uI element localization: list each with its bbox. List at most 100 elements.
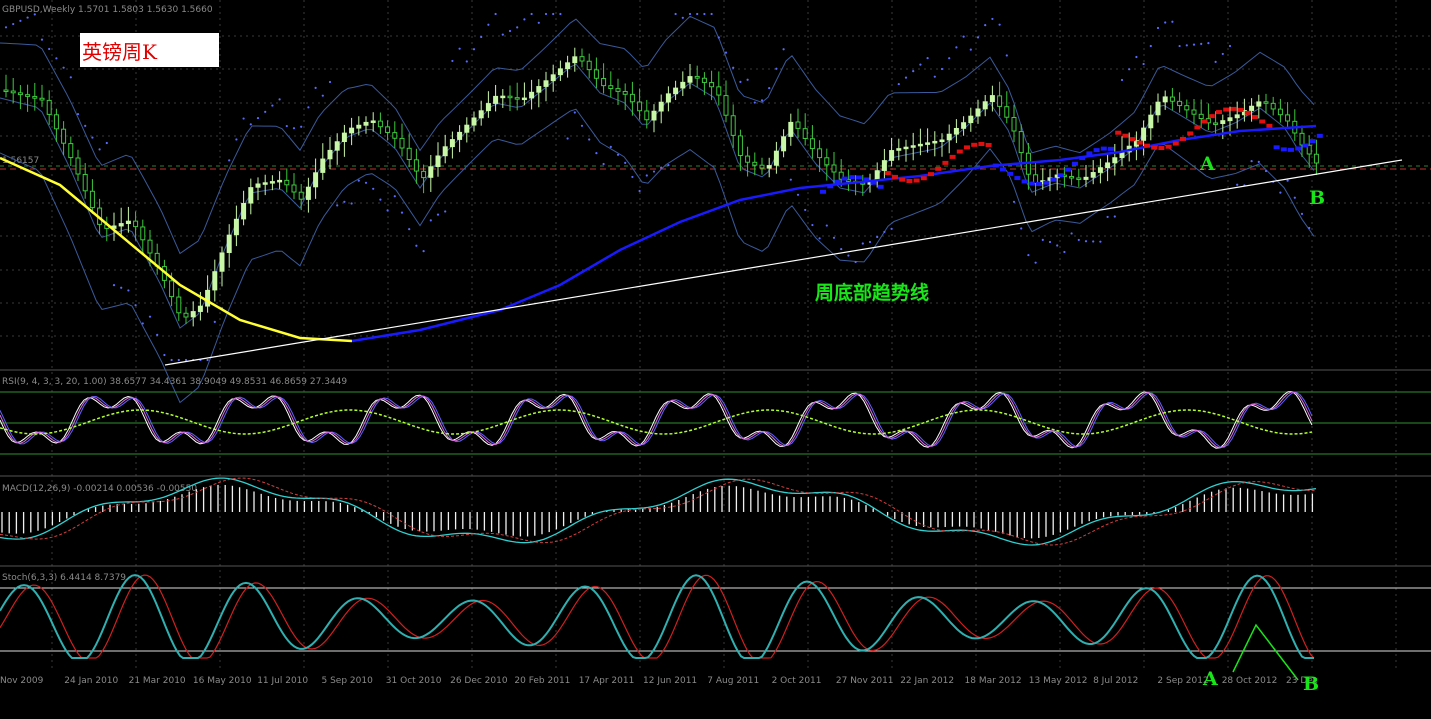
- time-axis: Nov 2009 24 Jan 2010 21 Mar 2010 16 May 201…: [0, 676, 1318, 686]
- candle-body: [622, 90, 628, 95]
- sar-dot: [429, 219, 432, 222]
- x-tick-label: 27 Nov 2011: [836, 676, 894, 686]
- candle-body: [680, 81, 686, 89]
- candle-body: [968, 115, 974, 124]
- heiken-block: [1216, 110, 1222, 115]
- candle-body: [565, 62, 571, 70]
- sar-dot: [242, 117, 245, 120]
- candle-body: [838, 171, 844, 180]
- candle-body: [1270, 102, 1276, 110]
- macd-signal-line: [0, 477, 1316, 546]
- bottom-trendline: [164, 159, 1403, 366]
- heiken-block: [1208, 114, 1215, 119]
- heiken-block: [1223, 107, 1230, 112]
- sar-dot: [112, 284, 116, 287]
- sar-dot: [422, 250, 425, 253]
- sar-dot: [890, 227, 893, 230]
- heiken-block: [1244, 110, 1251, 115]
- heiken-block: [820, 189, 826, 194]
- sar-dot: [602, 162, 605, 166]
- sar-dot: [256, 116, 260, 120]
- heiken-block: [856, 175, 862, 180]
- candle-body: [10, 90, 16, 94]
- sar-dot: [1120, 78, 1124, 82]
- x-tick-label: 16 May 2010: [193, 676, 252, 686]
- sar-dot: [667, 164, 670, 167]
- point-b-label-stoch: B: [1303, 673, 1320, 695]
- heiken-block: [1172, 141, 1179, 146]
- sar-dot: [1099, 240, 1102, 243]
- heiken-block: [1007, 171, 1014, 176]
- sar-dot: [379, 198, 382, 201]
- heiken-block: [1086, 151, 1093, 156]
- heiken-block: [841, 176, 848, 181]
- heiken-block: [1043, 180, 1050, 185]
- heiken-block: [956, 149, 963, 154]
- candle-body: [514, 97, 520, 100]
- sar-dot: [12, 22, 15, 26]
- sar-dot: [1027, 253, 1030, 257]
- sar-dot: [213, 320, 216, 323]
- candle-body: [536, 86, 542, 93]
- sar-dot: [415, 244, 418, 247]
- candle-body: [521, 97, 527, 101]
- band-upper: [0, 15, 1315, 255]
- sar-dot: [1236, 183, 1239, 186]
- sar-dot: [4, 26, 8, 29]
- candle-body: [1256, 101, 1262, 107]
- candle-body: [651, 110, 657, 121]
- sar-dot: [292, 127, 296, 130]
- candle-body: [730, 115, 736, 136]
- sar-dot: [1228, 44, 1232, 48]
- candle-body: [68, 143, 74, 159]
- candle-body: [212, 271, 218, 291]
- heiken-block: [1201, 119, 1208, 124]
- sar-dot: [206, 358, 209, 362]
- candle-body: [219, 252, 225, 272]
- sar-dot: [1041, 238, 1044, 241]
- sar-dot: [969, 48, 972, 51]
- sar-dot: [105, 141, 108, 145]
- heiken-block: [899, 177, 906, 182]
- candle-body: [471, 117, 477, 126]
- sar-dot: [782, 48, 785, 51]
- heiken-block: [1252, 114, 1258, 119]
- macd-header: MACD(12,26,9) -0.00214 0.00536 -0.00550: [2, 484, 197, 494]
- candle-body: [601, 78, 607, 87]
- candle-body: [190, 311, 196, 318]
- sar-dot: [1185, 44, 1188, 47]
- sar-dot: [739, 80, 742, 83]
- sar-dot: [775, 67, 778, 70]
- heiken-block: [1180, 136, 1186, 141]
- sar-dot: [645, 174, 648, 177]
- candle-body: [1141, 127, 1147, 141]
- candle-body: [356, 124, 362, 129]
- candle-body: [809, 138, 815, 150]
- sar-dot: [1034, 261, 1037, 264]
- sar-dot: [1264, 169, 1268, 173]
- rsi-line-white: [0, 391, 1313, 449]
- heiken-block: [971, 142, 978, 147]
- candle-body: [32, 95, 38, 99]
- heiken-block: [1288, 147, 1294, 152]
- sar-dot: [940, 67, 944, 71]
- x-tick-label: 12 Jun 2011: [643, 676, 697, 686]
- candle-body: [255, 183, 261, 188]
- heiken-block: [978, 142, 985, 147]
- candle-body: [61, 128, 67, 144]
- sar-dot: [98, 148, 101, 151]
- candle-body: [889, 150, 895, 161]
- sar-dot: [904, 76, 908, 79]
- sar-dot: [998, 23, 1001, 26]
- candle-body: [802, 128, 808, 139]
- heiken-block: [1187, 131, 1194, 136]
- sar-dot: [1012, 200, 1016, 203]
- sar-dot: [19, 19, 22, 22]
- sar-dot: [285, 124, 288, 128]
- candle-body: [817, 148, 823, 159]
- candle-body: [320, 158, 326, 173]
- heiken-block: [892, 174, 898, 179]
- candle-body: [25, 94, 31, 97]
- candle-body: [608, 85, 614, 90]
- heiken-block: [1158, 146, 1165, 151]
